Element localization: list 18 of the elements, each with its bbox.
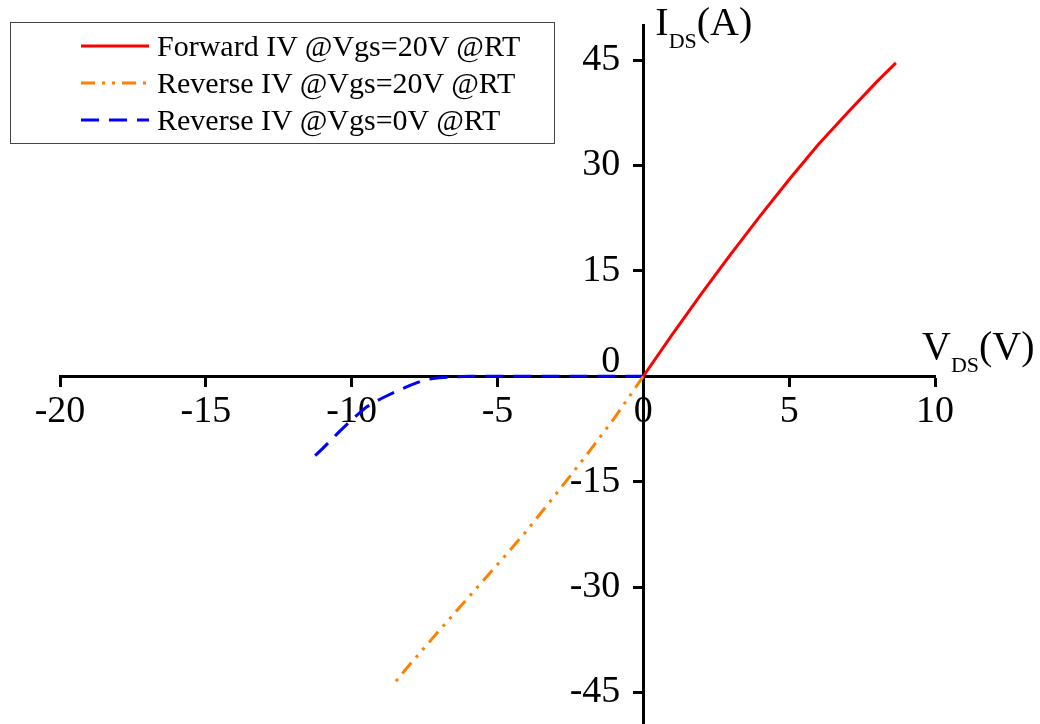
- x-axis-title: V$_{DS}$(V): [922, 323, 1035, 378]
- x-tick-label: -10: [326, 388, 377, 431]
- legend-label: Reverse IV @Vgs=20V @RT: [157, 65, 516, 100]
- legend-label: Forward IV @Vgs=20V @RT: [157, 28, 521, 63]
- y-tick-label: 0: [601, 338, 621, 381]
- legend-label: Reverse IV @Vgs=0V @RT: [157, 102, 501, 137]
- y-axis-title: I$_{DS}$(A): [655, 0, 753, 53]
- y-tick-label: 30: [582, 141, 621, 184]
- x-tick-label: -15: [180, 388, 232, 431]
- x-tick-label: 10: [916, 388, 954, 431]
- x-tick-label: -20: [34, 388, 86, 431]
- y-tick-label: 45: [582, 36, 621, 79]
- x-tick-label: 5: [779, 388, 799, 431]
- y-tick-label: -15: [569, 457, 621, 500]
- x-tick-label: -5: [481, 388, 514, 431]
- y-tick-label: -45: [569, 668, 621, 711]
- y-tick-label: 15: [582, 246, 621, 289]
- y-tick-label: -30: [569, 562, 621, 605]
